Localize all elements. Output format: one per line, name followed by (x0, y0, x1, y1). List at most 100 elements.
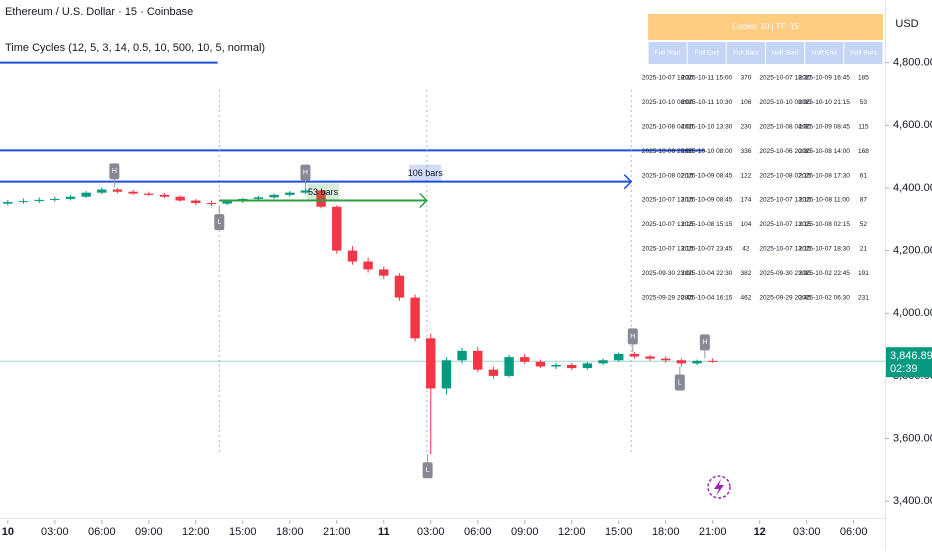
candle-body (175, 196, 185, 201)
marker-box (699, 334, 710, 351)
table-cell: 382 (740, 270, 751, 277)
candle-body (363, 261, 373, 270)
candle-body (394, 275, 405, 298)
x-tick-label: 09:00 (135, 526, 163, 538)
x-tick-label: 06:00 (840, 526, 868, 538)
candle-body (34, 199, 44, 202)
cycle-arrow (623, 174, 633, 190)
cycle-label-box (409, 164, 442, 182)
logo-bolt (714, 479, 724, 496)
table-cell: 2025-10-07 18:30 (759, 75, 811, 82)
candle-body (285, 192, 295, 195)
logo (707, 475, 731, 499)
candle-body (551, 364, 561, 367)
candle-body (18, 201, 29, 203)
marker-label: L (217, 219, 221, 226)
candle-body (206, 202, 217, 204)
candle-body (535, 361, 546, 367)
candle-body (645, 356, 655, 359)
marker-box (109, 163, 120, 180)
candle-body (65, 196, 76, 199)
table-cell: 231 (858, 294, 869, 301)
candle-body (457, 350, 467, 361)
y-tick-label: 3,600.00 (893, 432, 932, 444)
marker-label: H (112, 168, 117, 175)
table-cell: 2025-10-02 06:30 (799, 294, 851, 301)
table-header-bg (805, 42, 844, 64)
table-cell: 174 (740, 197, 751, 204)
x-tick-label: 21:00 (699, 526, 727, 538)
table-cell: 2025-10-10 08:00 (681, 148, 733, 155)
x-tick-label: 03:00 (417, 526, 445, 538)
y-tick-label: 3,400.00 (893, 495, 932, 507)
table-cell: 2025-10-10 13:30 (681, 124, 733, 131)
marker-box (300, 164, 311, 181)
table-cell: 2025-09-29 20:45 (642, 294, 694, 301)
x-tick-label: 06:00 (464, 526, 492, 538)
candle-body (269, 194, 279, 198)
table-cell: 2025-10-09 08:45 (799, 124, 851, 131)
table-header-bg (687, 42, 726, 64)
table-cell: 2025-09-30 23:00 (759, 270, 811, 277)
table-cell: 2025-10-07 23:45 (681, 246, 733, 253)
table-cell: 2025-10-08 11:00 (799, 197, 850, 204)
table-cell: 2025-10-10 08:00 (642, 99, 694, 106)
table-cell: 61 (860, 172, 868, 179)
marker-box (214, 214, 225, 231)
table-cell: 2025-10-08 04:00 (759, 124, 811, 131)
table-cell: 2025-10-02 22:45 (799, 270, 851, 277)
countdown: 02:39 (890, 363, 918, 375)
candle-body (3, 202, 13, 204)
table-cell: 53 (860, 99, 868, 106)
table-header: Half Start (772, 50, 799, 57)
candle-body (191, 200, 201, 203)
table-cell: 2025-10-08 02:15 (799, 221, 851, 228)
table-cell: 2025-10-04 16:15 (681, 294, 733, 301)
x-tick-label: 12 (754, 526, 766, 538)
table-cell: 87 (860, 197, 868, 204)
candle-body (473, 350, 483, 370)
marker-box (674, 374, 685, 391)
candle-body (50, 198, 60, 200)
table-cell: 2025-10-08 17:30 (799, 172, 851, 179)
y-tick-label: 4,000.00 (893, 307, 932, 319)
table-header-bg (726, 42, 765, 64)
table-cell: 2025-10-07 13:15 (642, 197, 694, 204)
table-header-bg (648, 42, 687, 64)
y-tick-label: 4,600.00 (893, 119, 932, 131)
table-title-bg (648, 14, 883, 40)
table-cell: 2025-10-08 04:00 (642, 124, 694, 131)
candle-body (222, 201, 232, 204)
cycle-arrow (419, 192, 428, 209)
candle-body (316, 190, 326, 207)
candle-body (520, 357, 530, 362)
table-header: Full Start (655, 50, 681, 57)
table-cell: 2025-10-11 15:00 (681, 75, 732, 82)
candle-body (253, 197, 264, 199)
table-cell: 2025-10-04 22:30 (681, 270, 733, 277)
table-cell: 2025-10-07 13:15 (759, 221, 811, 228)
table-cell: 2025-10-07 13:15 (642, 246, 694, 253)
candle-body (582, 363, 593, 369)
cycle-label-box (307, 183, 340, 201)
table-cell: 104 (740, 221, 751, 228)
table-header: Half Bars (850, 50, 877, 57)
marker-label: H (303, 169, 308, 176)
candle-body (300, 190, 311, 193)
candle-body (144, 193, 154, 195)
table-cell: 2025-10-11 10:30 (681, 99, 732, 106)
candle-body (661, 358, 671, 361)
plot: 53 bars 106 bars H L H L H L H (0, 61, 885, 479)
table-cell: 2025-10-08 02:15 (642, 172, 694, 179)
y-tick-label: 4,400.00 (893, 182, 932, 194)
y-tick-label: 4,800.00 (893, 57, 932, 69)
table-cell: 2025-10-08 14:00 (799, 148, 851, 155)
marker-box (627, 328, 638, 345)
table-cell: 2025-10-09 16:45 (799, 75, 851, 82)
logo-ring (707, 475, 731, 499)
x-tick-label: 12:00 (182, 526, 210, 538)
candle-body (504, 357, 514, 376)
cycle-label: 53 bars (308, 187, 339, 197)
marker-label: L (426, 467, 430, 474)
